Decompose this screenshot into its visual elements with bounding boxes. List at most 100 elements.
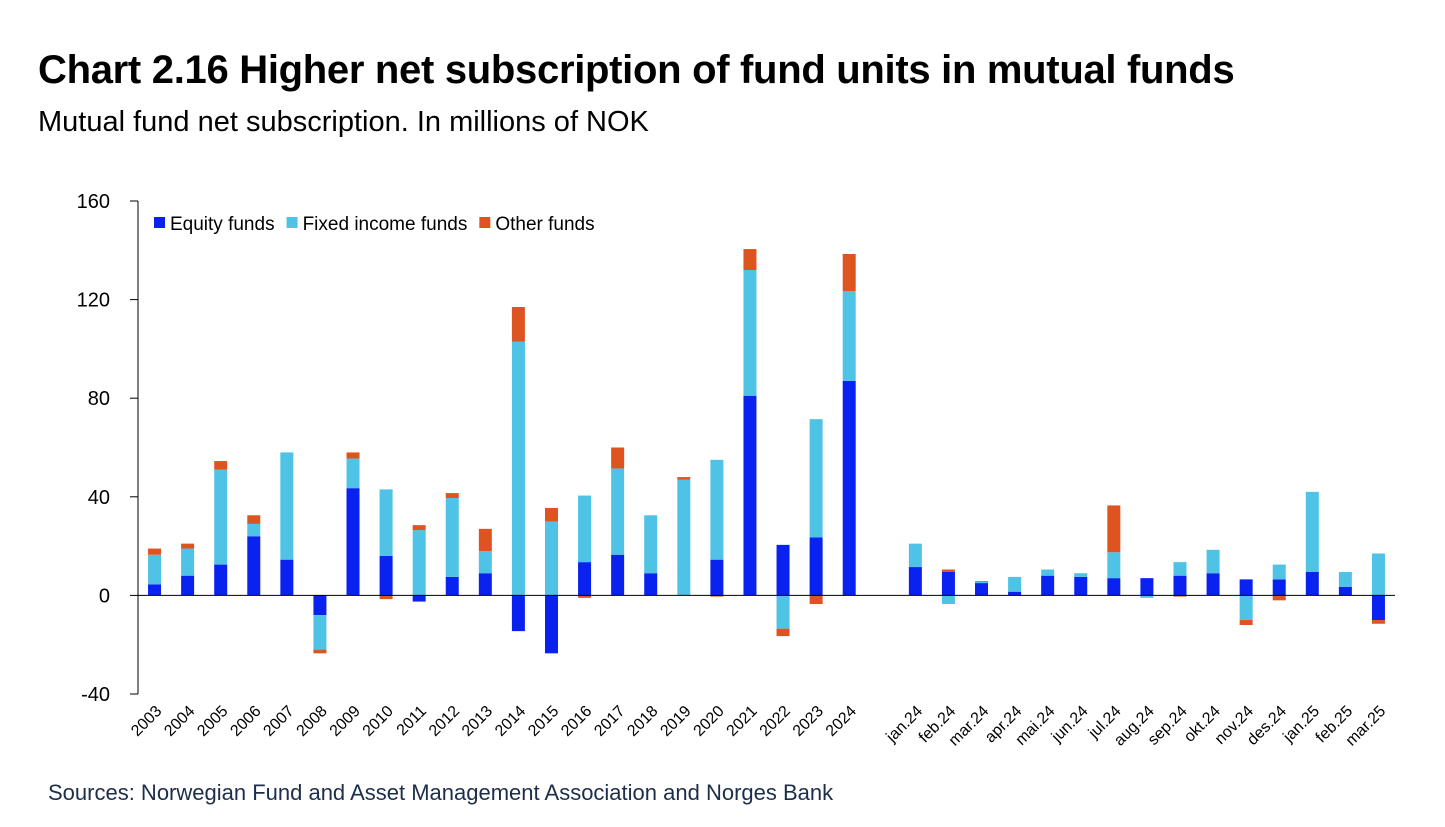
x-tick-label: 2009 <box>327 703 364 740</box>
bar-fixed-income-funds <box>710 459 724 560</box>
bar-equity-funds <box>412 595 426 602</box>
bar-other-funds <box>611 447 625 469</box>
x-tick-label: 2015 <box>525 703 562 740</box>
bar-fixed-income-funds <box>644 515 658 574</box>
x-tick-label: 2011 <box>394 703 430 739</box>
x-tick-label: 2005 <box>194 703 231 740</box>
bar-other-funds <box>181 543 195 549</box>
bar-fixed-income-funds <box>511 341 525 596</box>
bar-other-funds <box>776 628 790 637</box>
bar-equity-funds <box>776 544 790 596</box>
bar-fixed-income-funds <box>280 452 294 560</box>
x-tick-label: 2024 <box>823 703 860 740</box>
y-tick-label: 80 <box>88 388 110 410</box>
bar-equity-funds <box>1008 591 1022 596</box>
bar-fixed-income-funds <box>313 615 327 650</box>
x-tick-label: 2013 <box>459 703 496 740</box>
x-tick-label: 2016 <box>558 703 595 740</box>
bar-equity-funds <box>148 584 162 596</box>
x-tick-label: 2006 <box>227 703 264 740</box>
bar-other-funds <box>511 306 525 342</box>
bar-equity-funds <box>511 595 525 632</box>
bar-equity-funds <box>1239 579 1253 596</box>
bar-equity-funds <box>1206 573 1220 596</box>
bar-fixed-income-funds <box>1272 564 1286 580</box>
bar-equity-funds <box>611 554 625 596</box>
bar-other-funds <box>148 548 162 555</box>
legend-swatch-equity-funds <box>154 217 165 228</box>
x-tick-label: 2010 <box>360 703 397 740</box>
x-tick-label: 2019 <box>657 703 694 740</box>
bar-fixed-income-funds <box>941 595 955 605</box>
bar-fixed-income-funds <box>809 419 823 538</box>
y-tick-label: 160 <box>77 191 110 213</box>
bar-equity-funds <box>1305 571 1319 596</box>
bar-equity-funds <box>1140 578 1154 596</box>
y-tick-label: 0 <box>99 585 110 607</box>
bar-other-funds <box>544 507 558 522</box>
y-tick-label: 120 <box>77 290 110 312</box>
bar-equity-funds <box>941 571 955 596</box>
bar-equity-funds <box>578 562 592 596</box>
bar-other-funds <box>842 253 856 291</box>
bar-equity-funds <box>445 576 459 596</box>
bar-equity-funds <box>346 488 360 596</box>
bar-other-funds <box>247 515 261 524</box>
bar-fixed-income-funds <box>1008 576 1022 592</box>
x-tick-label: 2012 <box>426 703 463 740</box>
bar-fixed-income-funds <box>1239 595 1253 621</box>
bar-other-funds <box>313 649 327 654</box>
bar-fixed-income-funds <box>908 543 922 568</box>
bar-other-funds <box>941 569 955 572</box>
bar-other-funds <box>478 528 492 552</box>
bar-other-funds <box>975 581 989 582</box>
x-tick-label: jan.25 <box>1280 703 1324 747</box>
x-tick-label: 2004 <box>161 703 198 740</box>
bar-equity-funds <box>280 559 294 596</box>
bar-equity-funds <box>908 567 922 596</box>
x-tick-label: 2017 <box>591 703 628 740</box>
chart-source: Sources: Norwegian Fund and Asset Manage… <box>48 780 834 805</box>
bar-fixed-income-funds <box>1305 491 1319 572</box>
bar-fixed-income-funds <box>1371 553 1385 596</box>
bar-fixed-income-funds <box>776 595 790 629</box>
legend-label: Equity funds <box>170 214 275 235</box>
y-tick-label: -40 <box>81 684 110 706</box>
bar-fixed-income-funds <box>1140 595 1154 598</box>
bar-other-funds <box>677 477 691 480</box>
bar-fixed-income-funds <box>148 554 162 585</box>
bar-other-funds <box>214 461 228 470</box>
bar-fixed-income-funds <box>842 290 856 381</box>
bar-equity-funds <box>1041 575 1055 596</box>
x-tick-label: 2003 <box>128 703 165 740</box>
x-tick-label: 2014 <box>492 703 529 740</box>
bar-fixed-income-funds <box>1107 552 1121 579</box>
legend-label: Fixed income funds <box>303 214 468 235</box>
bar-equity-funds <box>181 575 195 596</box>
bar-fixed-income-funds <box>478 551 492 574</box>
bar-fixed-income-funds <box>379 489 393 556</box>
bar-fixed-income-funds <box>181 548 195 576</box>
bar-other-funds <box>1272 595 1286 601</box>
bar-fixed-income-funds <box>247 523 261 537</box>
bar-other-funds <box>1107 505 1121 553</box>
x-tick-label: 2023 <box>790 703 827 740</box>
bar-fixed-income-funds <box>1338 571 1352 587</box>
bar-equity-funds <box>1173 575 1187 596</box>
bar-equity-funds <box>247 536 261 596</box>
bar-other-funds <box>809 595 823 605</box>
bar-equity-funds <box>1371 595 1385 621</box>
bar-fixed-income-funds <box>1173 562 1187 576</box>
bar-equity-funds <box>379 555 393 596</box>
bar-other-funds <box>1371 620 1385 624</box>
legend-label: Other funds <box>495 214 594 235</box>
bar-equity-funds <box>842 380 856 596</box>
bar-equity-funds <box>544 595 558 654</box>
bar-equity-funds <box>1107 578 1121 596</box>
x-tick-label: 2008 <box>294 703 331 740</box>
x-tick-label: 2022 <box>757 703 794 740</box>
bar-equity-funds <box>214 564 228 596</box>
x-tick-label: 2020 <box>691 703 728 740</box>
bar-equity-funds <box>809 537 823 596</box>
